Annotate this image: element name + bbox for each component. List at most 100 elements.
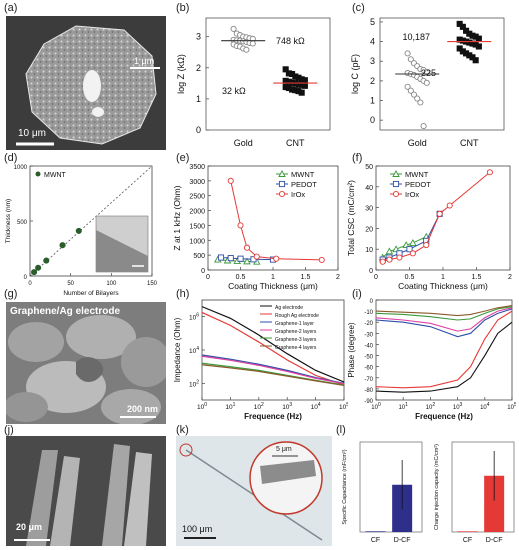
legend-label: MWNT (291, 170, 315, 179)
data-point (420, 123, 427, 130)
y-axis-label: Specific Capacitance (mF/cm²) (342, 449, 348, 524)
plot-frame (451, 441, 515, 533)
y-tick-label: 500 (193, 253, 205, 260)
series-line-graphene-1-layer (201, 354, 345, 384)
x-tick-label: 0.5 (405, 274, 415, 281)
y-tick-label: 0 (369, 268, 373, 275)
x-tick-label: 150 (147, 281, 158, 287)
chart-h: 100 101 102 103 104 105 102 104 106 Frequence (Hz… (173, 299, 348, 421)
data-point (396, 254, 403, 261)
x-tick-label: 105 (339, 402, 348, 411)
y-tick-label: 30 (365, 206, 373, 213)
y-tick-label: 50 (365, 164, 373, 171)
data-point (404, 50, 411, 57)
legend-marker (278, 190, 286, 198)
x-axis-label: Coating Thickness (μm) (228, 281, 318, 291)
x-tick-label: 0 (206, 274, 210, 281)
legend-label: IrOx (291, 190, 305, 199)
x-category-label: CF (463, 537, 472, 544)
scale-label-a-inset: 1 μm (134, 56, 155, 66)
data-point (227, 177, 234, 184)
data-point (404, 83, 411, 90)
legend-label: Graphene-3 layers (275, 337, 317, 343)
y-tick-label: 10 (365, 247, 373, 254)
plot-frame (205, 17, 331, 131)
x-tick-label: 104 (480, 402, 490, 411)
plot-frame (207, 165, 339, 271)
panel-label-l: (l) (336, 424, 346, 436)
y-tick-label: 2500 (189, 194, 205, 201)
panel-label-h: (h) (176, 288, 190, 300)
bar-cf (457, 531, 478, 532)
optical-k-drawing (179, 441, 323, 541)
x-tick-label: 100 (106, 281, 117, 287)
y-tick-label: 1 (196, 94, 201, 104)
legend-marker (35, 171, 41, 177)
legend-label: PEDOT (291, 180, 317, 189)
x-axis-label: Frequence (Hz) (415, 412, 473, 421)
legend-marker (392, 170, 400, 177)
series-line-graphene-3-layers (375, 306, 513, 321)
y-tick-label: 2000 (189, 209, 205, 216)
y-tick-label: 5 (370, 17, 375, 27)
legend-label: Graphene-4 layers (275, 345, 317, 351)
y-tick-label: 106 (189, 313, 199, 322)
scale-label-k-inset: 5 μm (276, 446, 292, 453)
y-tick-label: 1500 (189, 223, 205, 230)
panel-label-e: (e) (176, 152, 190, 164)
scale-label-k: 100 μm (182, 524, 213, 534)
data-point (35, 264, 42, 271)
data-point (217, 254, 225, 261)
series-line-ag-electrode (201, 306, 345, 383)
panel-label-b: (b) (176, 2, 190, 14)
annotation-label: 32 kΩ (222, 86, 246, 96)
data-point (385, 247, 394, 255)
data-point (475, 43, 482, 50)
panel-label-f: (f) (352, 152, 363, 164)
data-point (436, 210, 443, 217)
data-point (406, 246, 413, 253)
x-tick-label: 1 (271, 274, 275, 281)
panel-label-a: (a) (4, 2, 18, 14)
series-line-graphene-4-layers (201, 364, 345, 387)
inset-layer (96, 230, 148, 272)
data-point (459, 23, 466, 30)
data-point (409, 250, 416, 257)
data-point (301, 82, 308, 89)
data-point (407, 56, 414, 63)
panel-label-i: (i) (352, 288, 362, 300)
y-tick-label: -10 (364, 310, 373, 316)
x-tick-label: 2 (336, 274, 340, 281)
y-tick-label: -80 (364, 388, 373, 394)
y-tick-label: 1000 (189, 238, 205, 245)
plot-frame (359, 441, 423, 533)
x-axis-label: Frequence (Hz) (244, 412, 302, 421)
y-tick-label: -90 (364, 399, 373, 405)
data-point (230, 25, 237, 32)
sem-image-g: Graphene/Ag electrode 200 nm (6, 302, 166, 424)
chart-i: 100 101 102 103 104 105 0 -10 -20 -30 -40 -50 -60 -70… (347, 299, 516, 421)
data-point (253, 253, 260, 260)
y-tick-label: 0 (24, 275, 28, 281)
y-tick-label: -70 (364, 377, 373, 383)
series-line-rough-ag-electrode (375, 310, 513, 389)
data-point (475, 35, 482, 42)
panel-label-c: (c) (352, 2, 365, 14)
y-tick-label: 500 (17, 220, 28, 226)
scale-label-g: 200 nm (126, 404, 158, 414)
series-line-ag-electrode (375, 321, 513, 393)
x-axis-label: Coating Thickness (μm) (398, 281, 488, 291)
data-point (386, 256, 393, 263)
y-axis-label: Z at 1 kHz (Ohm) (172, 185, 182, 250)
y-tick-label: 0 (370, 299, 374, 305)
x-tick-label: 0.5 (236, 274, 246, 281)
x-category-label: Gold (408, 138, 427, 148)
x-tick-label: 103 (282, 402, 292, 411)
series-line-irox (230, 180, 322, 261)
y-axis-label: log Z (kΩ) (176, 54, 186, 94)
sem-image-j: 20 μm (6, 436, 166, 546)
sem-j-drawing (14, 444, 152, 546)
x-tick-label: 101 (225, 402, 235, 411)
data-point (282, 66, 289, 73)
